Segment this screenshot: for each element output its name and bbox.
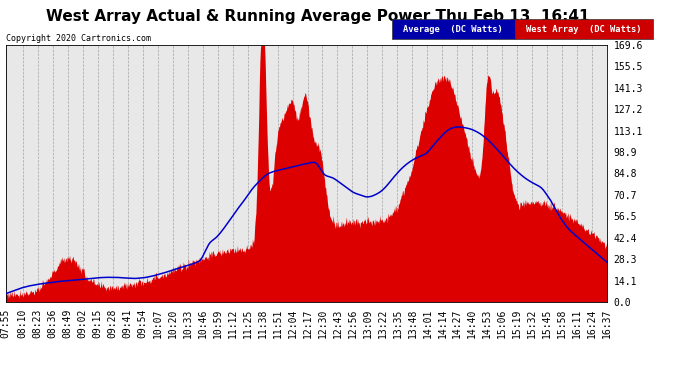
Text: Copyright 2020 Cartronics.com: Copyright 2020 Cartronics.com [6,34,150,43]
Text: Average  (DC Watts): Average (DC Watts) [404,25,503,34]
Text: West Array  (DC Watts): West Array (DC Watts) [526,25,642,34]
Text: West Array Actual & Running Average Power Thu Feb 13  16:41: West Array Actual & Running Average Powe… [46,9,589,24]
